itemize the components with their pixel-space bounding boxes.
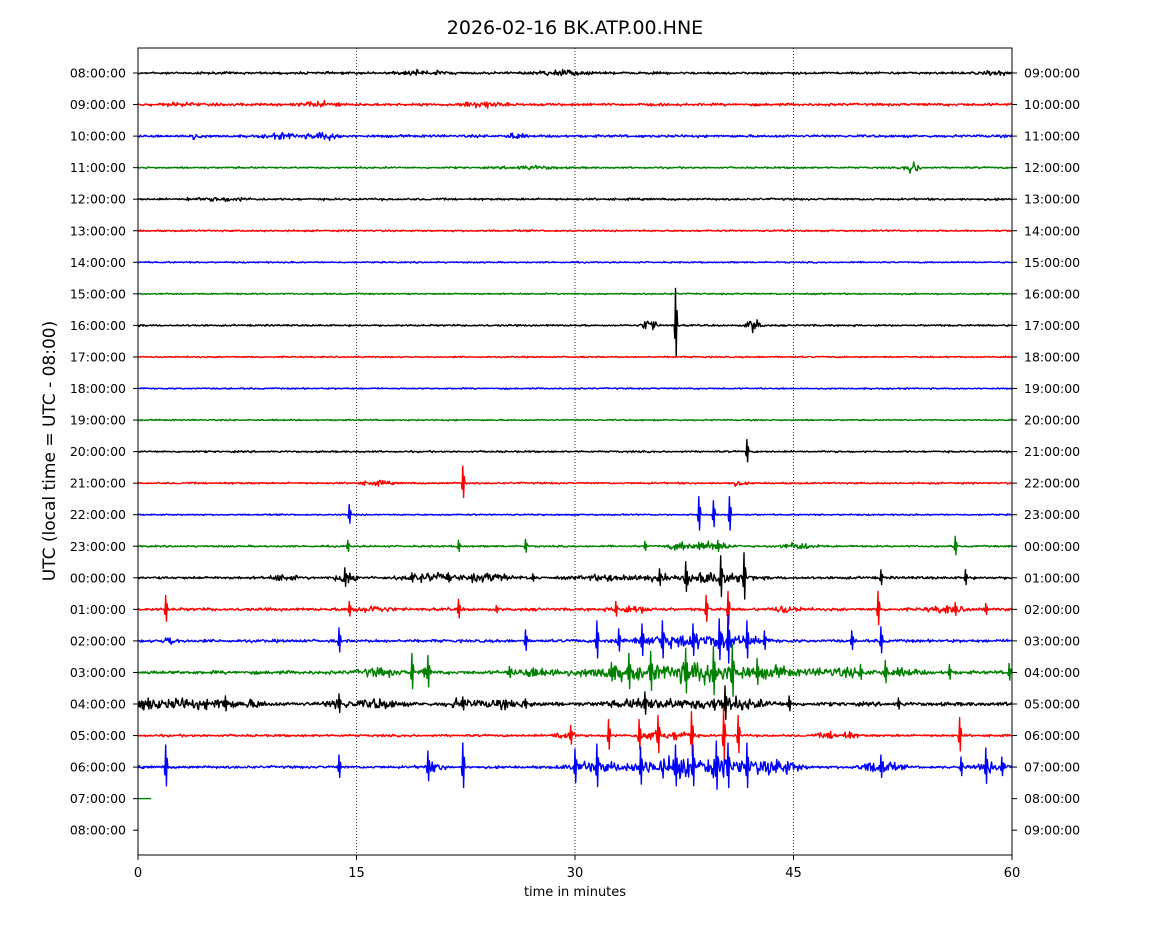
- y-tick-label-right: 05:00:00: [1024, 697, 1080, 712]
- y-tick-label-right: 06:00:00: [1024, 728, 1080, 743]
- right-tick-labels: 09:00:00 10:00:00 11:00:00 12:00:00 13:00:00…: [1012, 66, 1080, 838]
- trace-line: [137, 465, 1013, 499]
- y-tick-label-left: 14:00:00: [70, 255, 126, 270]
- x-tick-label: 60: [1004, 866, 1021, 881]
- y-tick-label-left: 23:00:00: [70, 539, 126, 554]
- trace-line: [137, 229, 1013, 233]
- trace-line: [137, 418, 1013, 422]
- trace-line: [137, 496, 1013, 531]
- y-tick-label-right: 19:00:00: [1024, 381, 1080, 396]
- trace-line: [137, 292, 1013, 296]
- y-tick-label-right: 22:00:00: [1024, 476, 1080, 491]
- y-tick-label-left: 22:00:00: [70, 507, 126, 522]
- y-tick-label-left: 02:00:00: [70, 633, 126, 648]
- trace-line: [137, 685, 1013, 720]
- y-tick-label-right: 03:00:00: [1024, 633, 1080, 648]
- y-tick-label-right: 13:00:00: [1024, 192, 1080, 207]
- y-tick-label-left: 06:00:00: [70, 760, 126, 775]
- y-tick-label-right: 02:00:00: [1024, 602, 1080, 617]
- trace-line: [137, 438, 1013, 463]
- traces: [137, 68, 1013, 800]
- y-tick-label-right: 08:00:00: [1024, 791, 1080, 806]
- trace-line: [137, 68, 1013, 77]
- y-tick-label-left: 12:00:00: [70, 192, 126, 207]
- trace-line: [137, 614, 1013, 664]
- y-tick-label-left: 11:00:00: [70, 160, 126, 175]
- y-axis-label: UTC (local time = UTC - 08:00): [40, 321, 60, 581]
- y-tick-label-right: 12:00:00: [1024, 160, 1080, 175]
- x-tick-label: 15: [348, 866, 365, 881]
- y-tick-label-left: 21:00:00: [70, 476, 126, 491]
- y-tick-label-left: 07:00:00: [70, 791, 126, 806]
- y-tick-label-left: 13:00:00: [70, 223, 126, 238]
- y-tick-label-left: 01:00:00: [70, 602, 126, 617]
- x-axis-ticks: 0 15 30 45 60: [134, 855, 1020, 881]
- trace-line: [137, 161, 1013, 174]
- y-tick-label-left: 10:00:00: [70, 129, 126, 144]
- grid-lines: [356, 48, 794, 855]
- x-axis-label: time in minutes: [524, 885, 626, 900]
- y-tick-label-left: 05:00:00: [70, 728, 126, 743]
- trace-line: [137, 99, 1013, 109]
- x-tick-label: 0: [134, 866, 142, 881]
- x-tick-label: 30: [567, 866, 584, 881]
- y-tick-label-right: 09:00:00: [1024, 66, 1080, 81]
- y-tick-label-left: 17:00:00: [70, 349, 126, 364]
- y-tick-label-left: 15:00:00: [70, 286, 126, 301]
- left-tick-labels: 08:00:00 09:00:00 10:00:00 11:00:00 12:00:00…: [70, 66, 138, 838]
- trace-line: [137, 196, 1013, 203]
- y-tick-label-left: 08:00:00: [70, 66, 126, 81]
- trace-line: [137, 386, 1013, 391]
- trace-line: [137, 535, 1013, 556]
- y-tick-label-left: 04:00:00: [70, 697, 126, 712]
- chart-title: 2026-02-16 BK.ATP.00.HNE: [447, 17, 703, 39]
- y-tick-label-right: 09:00:00: [1024, 823, 1080, 838]
- trace-line: [137, 706, 1013, 761]
- y-tick-label-left: 19:00:00: [70, 413, 126, 428]
- y-tick-label-right: 17:00:00: [1024, 318, 1080, 333]
- y-tick-label-right: 21:00:00: [1024, 444, 1080, 459]
- y-tick-label-right: 23:00:00: [1024, 507, 1080, 522]
- y-tick-label-right: 11:00:00: [1024, 129, 1080, 144]
- trace-line: [137, 590, 1013, 626]
- y-tick-label-left: 00:00:00: [70, 570, 126, 585]
- y-tick-label-right: 07:00:00: [1024, 760, 1080, 775]
- y-tick-label-right: 16:00:00: [1024, 286, 1080, 301]
- trace-line: [137, 643, 1013, 697]
- y-tick-label-right: 15:00:00: [1024, 255, 1080, 270]
- y-tick-label-left: 09:00:00: [70, 97, 126, 112]
- trace-line: [137, 287, 1013, 358]
- trace-line: [137, 740, 1012, 790]
- y-tick-label-right: 04:00:00: [1024, 665, 1080, 680]
- x-tick-label: 45: [785, 866, 802, 881]
- y-tick-label-left: 20:00:00: [70, 444, 126, 459]
- y-tick-label-right: 20:00:00: [1024, 413, 1080, 428]
- y-tick-label-right: 18:00:00: [1024, 349, 1080, 364]
- trace-line: [137, 355, 1013, 359]
- trace-line: [138, 131, 1013, 142]
- trace-line: [137, 552, 1013, 600]
- y-tick-label-left: 03:00:00: [70, 665, 126, 680]
- y-tick-label-left: 08:00:00: [70, 823, 126, 838]
- y-tick-label-left: 18:00:00: [70, 381, 126, 396]
- y-tick-label-left: 16:00:00: [70, 318, 126, 333]
- trace-line: [137, 260, 1013, 264]
- y-tick-label-right: 01:00:00: [1024, 570, 1080, 585]
- y-tick-label-right: 10:00:00: [1024, 97, 1080, 112]
- y-tick-label-right: 14:00:00: [1024, 223, 1080, 238]
- y-tick-label-right: 00:00:00: [1024, 539, 1080, 554]
